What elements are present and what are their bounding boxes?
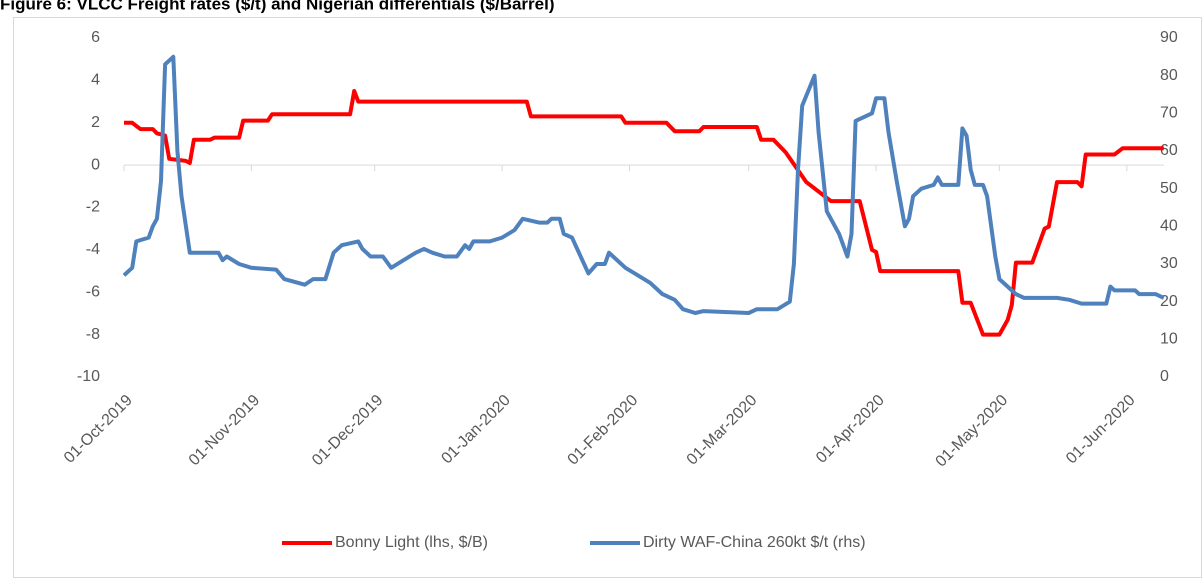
y2-tick-label: 80 <box>1160 67 1178 84</box>
x-tick-label: 01-Dec-2019 <box>309 392 387 470</box>
y2-tick-label: 90 <box>1160 29 1178 46</box>
y2-tick-label: 70 <box>1160 105 1178 122</box>
y2-tick-label: 60 <box>1160 142 1178 159</box>
y-tick-label: -4 <box>86 241 100 258</box>
y2-tick-label: 10 <box>1160 331 1178 348</box>
y-tick-label: -6 <box>86 283 100 300</box>
chart-title: Figure 6: VLCC Freight rates ($/t) and N… <box>0 0 555 13</box>
x-tick-label: 01-Oct-2019 <box>61 392 136 467</box>
y-tick-label: 6 <box>91 29 100 46</box>
y-tick-label: -2 <box>86 199 100 216</box>
x-tick-label: 01-Nov-2019 <box>186 392 264 470</box>
x-tick-label: 01-Feb-2020 <box>565 392 642 469</box>
series-line <box>122 54 1165 315</box>
y2-tick-label: 20 <box>1160 293 1178 310</box>
y2-tick-label: 50 <box>1160 180 1178 197</box>
x-tick-label: 01-Jan-2020 <box>438 392 514 468</box>
y-tick-label: 4 <box>91 72 100 89</box>
y-tick-label: -10 <box>77 368 100 385</box>
y2-tick-label: 30 <box>1160 255 1178 272</box>
x-tick-label: 01-Mar-2020 <box>684 392 761 469</box>
y2-tick-label: 40 <box>1160 218 1178 235</box>
y-tick-label: 0 <box>91 156 100 173</box>
y2-tick-label: 0 <box>1160 368 1169 385</box>
legend-label: Bonny Light (lhs, $/B) <box>335 534 488 551</box>
x-tick-label: 01-May-2020 <box>933 392 1012 471</box>
x-tick-label: 01-Jun-2020 <box>1063 392 1139 468</box>
legend-label: Dirty WAF-China 260kt $/t (rhs) <box>643 534 866 551</box>
series-line <box>124 89 1164 337</box>
x-tick-label: 01-Apr-2020 <box>813 392 888 467</box>
y-tick-label: -8 <box>86 326 100 343</box>
y-tick-label: 2 <box>91 114 100 131</box>
